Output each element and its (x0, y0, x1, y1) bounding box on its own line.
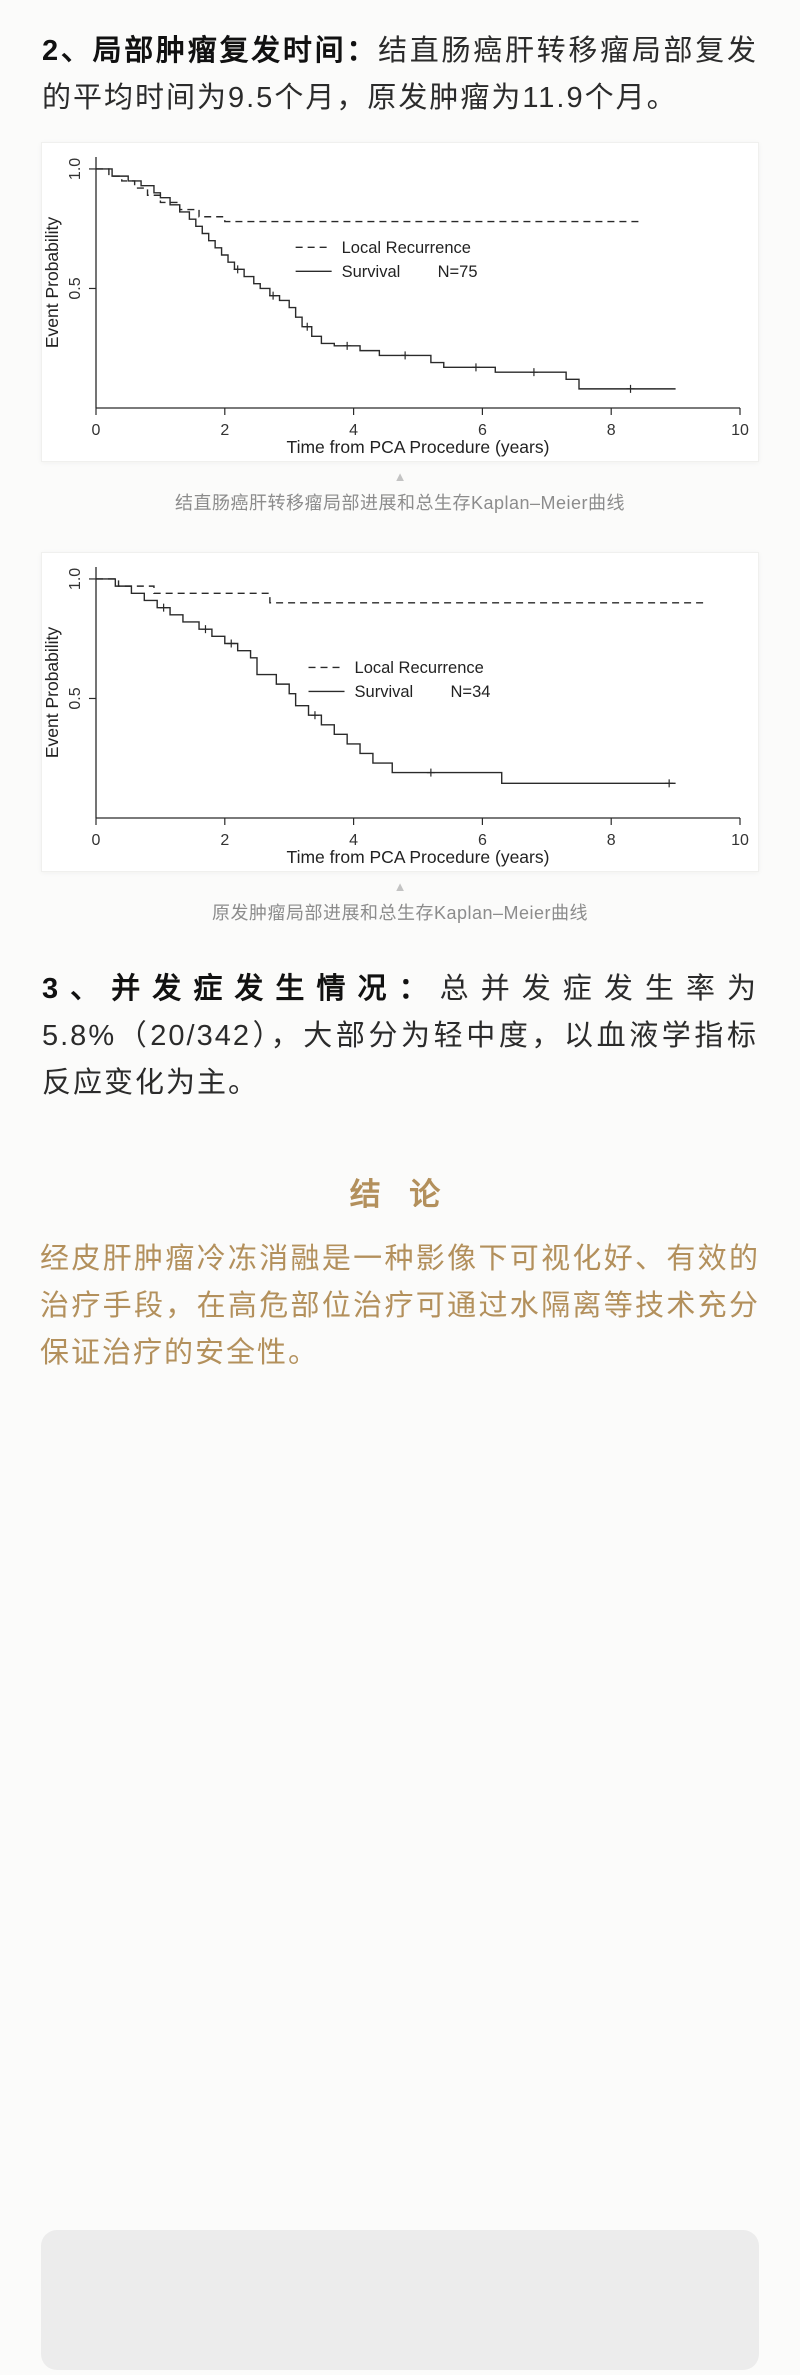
caption-arrow-icon: ▲ (393, 469, 407, 484)
svg-text:8: 8 (607, 422, 616, 439)
svg-text:Time from PCA Procedure (years: Time from PCA Procedure (years) (287, 847, 550, 867)
caption-arrow-icon: ▲ (393, 879, 407, 894)
svg-text:10: 10 (731, 422, 749, 439)
svg-text:Time from PCA Procedure (years: Time from PCA Procedure (years) (287, 437, 550, 457)
svg-text:Local Recurrence: Local Recurrence (355, 659, 484, 677)
caption-block-1: ▲ 结直肠癌肝转移瘤局部进展和总生存Kaplan–Meier曲线 (0, 470, 800, 516)
svg-text:4: 4 (349, 422, 358, 439)
paragraph-recurrence-body: 结直肠癌肝转移瘤局部复发的平均时间为9.5个月，原发肿瘤为11.9个月。 (42, 35, 758, 114)
svg-text:10: 10 (731, 832, 749, 849)
svg-text:6: 6 (478, 832, 487, 849)
svg-text:1.0: 1.0 (67, 568, 84, 590)
svg-text:8: 8 (607, 832, 616, 849)
svg-text:Local Recurrence: Local Recurrence (342, 239, 471, 257)
paragraph-complications-body: 总并发症发生率为5.8%（20/342），大部分为轻中度，以血液学指标反应变化为… (42, 973, 758, 1099)
svg-text:1.0: 1.0 (67, 158, 84, 180)
svg-text:Survival: Survival (342, 263, 401, 281)
svg-text:2: 2 (220, 422, 229, 439)
figure-km-primary-tumor: 0 2 4 6 8 10 0.5 1.0 Time from PCA Procedure (ye… (41, 552, 759, 872)
svg-text:0: 0 (92, 832, 101, 849)
svg-text:Survival: Survival (355, 683, 414, 701)
paragraph-recurrence-lead: 2、局部肿瘤复发时间： (42, 35, 379, 67)
caption-block-2: ▲ 原发肿瘤局部进展和总生存Kaplan–Meier曲线 (0, 880, 800, 926)
next-section-placeholder (41, 2230, 759, 2370)
svg-text:4: 4 (349, 832, 358, 849)
svg-text:N=34: N=34 (451, 683, 491, 701)
km-chart-primary-tumor-svg: 0 2 4 6 8 10 0.5 1.0 Time from PCA Procedure (ye… (42, 567, 749, 867)
svg-text:6: 6 (478, 422, 487, 439)
conclusion-paragraph: 经皮肝肿瘤冷冻消融是一种影像下可视化好、有效的治疗手段，在高危部位治疗可通过水隔… (40, 1243, 760, 1369)
paragraph-recurrence-time: 2、局部肿瘤复发时间：结直肠癌肝转移瘤局部复发的平均时间为9.5个月，原发肿瘤为… (40, 28, 760, 122)
svg-text:0.5: 0.5 (67, 277, 84, 299)
figure-caption-2: 原发肿瘤局部进展和总生存Kaplan–Meier曲线 (211, 903, 589, 923)
conclusion-heading: 结 论 (349, 1177, 451, 1212)
svg-text:0: 0 (92, 422, 101, 439)
figure-km-liver-metastases: 0 2 4 6 8 10 0.5 1.0 Time from PCA Procedure (ye… (41, 142, 759, 462)
svg-text:Event Probability: Event Probability (42, 627, 62, 759)
paragraph-complications: 3、并发症发生情况：总并发症发生率为5.8%（20/342），大部分为轻中度，以… (40, 966, 760, 1107)
svg-text:N=75: N=75 (438, 263, 478, 281)
figure-caption-1: 结直肠癌肝转移瘤局部进展和总生存Kaplan–Meier曲线 (174, 493, 626, 513)
svg-text:2: 2 (220, 832, 229, 849)
svg-text:Event Probability: Event Probability (42, 217, 62, 349)
paragraph-complications-lead: 3、并发症发生情况： (42, 973, 440, 1005)
km-chart-liver-metastases-svg: 0 2 4 6 8 10 0.5 1.0 Time from PCA Procedure (ye… (42, 157, 749, 457)
svg-text:0.5: 0.5 (67, 687, 84, 709)
